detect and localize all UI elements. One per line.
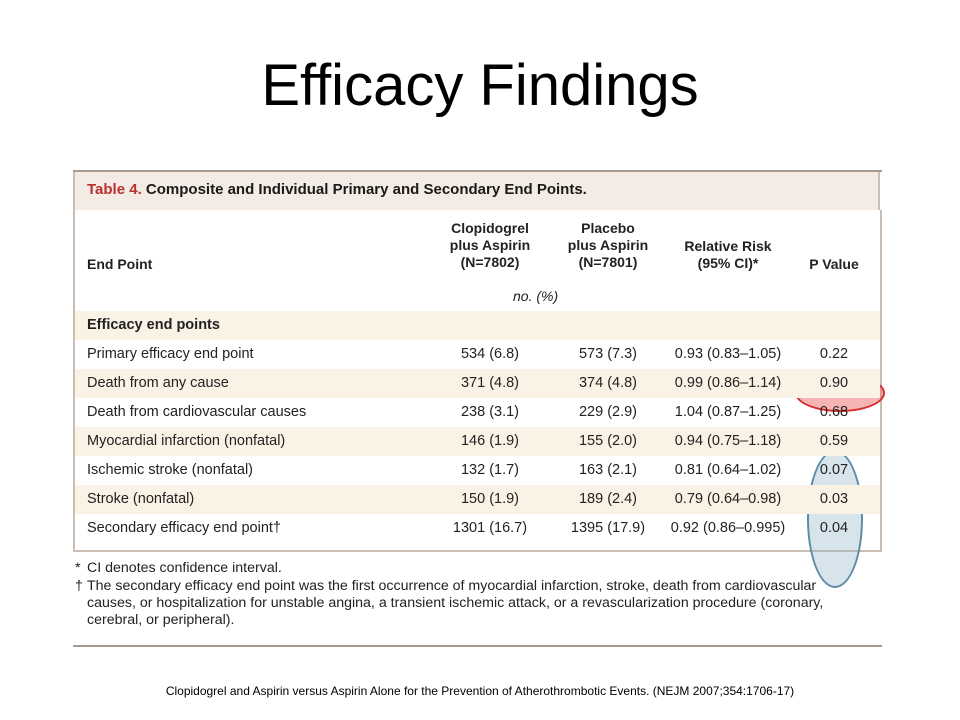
cell-relative-risk: 0.99 (0.86–1.14) (674, 375, 782, 391)
cell-relative-risk: 0.93 (0.83–1.05) (674, 346, 782, 362)
cell-relative-risk: 0.79 (0.64–0.98) (674, 491, 782, 507)
cell-clopidogrel: 371 (4.8) (460, 375, 520, 391)
cell-relative-risk: 0.94 (0.75–1.18) (674, 433, 782, 449)
cell-placebo: 374 (4.8) (578, 375, 638, 391)
footnote-star-text: CI denotes confidence interval. (87, 560, 282, 576)
table-footnotes: * CI denotes confidence interval. † The se… (73, 554, 882, 644)
header-placebo-line3: (N=7801) (578, 254, 638, 270)
footnote-dagger-line2: causes, or hospitalization for unstable … (87, 595, 824, 611)
table-row: Death from any cause 371 (4.8) 374 (4.8)… (75, 369, 880, 398)
footnote-dagger-mark: † (75, 578, 83, 594)
header-end-point: End Point (87, 256, 153, 272)
cell-clopidogrel: 146 (1.9) (460, 433, 520, 449)
cell-relative-risk: 0.92 (0.86–0.995) (670, 520, 786, 536)
table-row: Myocardial infarction (nonfatal) 146 (1.… (75, 427, 880, 456)
cell-end-point: Ischemic stroke (nonfatal) (87, 462, 254, 478)
table-caption-text: Composite and Individual Primary and Sec… (145, 181, 587, 198)
cell-placebo: 229 (2.9) (578, 404, 638, 420)
cell-end-point: Myocardial infarction (nonfatal) (87, 433, 286, 449)
cell-end-point: Secondary efficacy end point† (87, 520, 282, 536)
footnote-dagger: † The secondary efficacy end point was th… (75, 578, 816, 596)
header-p-value: P Value (809, 256, 859, 272)
cell-p-value: 0.22 (819, 346, 849, 362)
cell-clopidogrel: 1301 (16.7) (452, 520, 528, 536)
table-caption-label: Table 4. (87, 181, 142, 198)
cell-placebo: 155 (2.0) (578, 433, 638, 449)
cell-end-point: Primary efficacy end point (87, 346, 254, 362)
cell-p-value: 0.68 (819, 404, 849, 420)
header-placebo-line2: plus Aspirin (567, 237, 649, 253)
footnote-star: * CI denotes confidence interval. (75, 560, 282, 578)
cell-clopidogrel: 150 (1.9) (460, 491, 520, 507)
table-row: Ischemic stroke (nonfatal) 132 (1.7) 163… (75, 456, 880, 485)
cell-placebo: 189 (2.4) (578, 491, 638, 507)
table-bottom-rule (73, 645, 882, 647)
slide-citation: Clopidogrel and Aspirin versus Aspirin A… (165, 684, 795, 698)
footnote-star-mark: * (75, 560, 81, 576)
table-row: Stroke (nonfatal) 150 (1.9) 189 (2.4) 0.… (75, 485, 880, 514)
table-row: Secondary efficacy end point† 1301 (16.7… (75, 514, 880, 543)
header-clopidogrel-line2: plus Aspirin (449, 237, 531, 253)
cell-clopidogrel: 534 (6.8) (460, 346, 520, 362)
table-row: Primary efficacy end point 534 (6.8) 573… (75, 340, 880, 369)
header-clopidogrel: Clopidogrel plus Aspirin (N=7802) (431, 220, 549, 271)
header-relative-risk-line1: Relative Risk (684, 238, 772, 254)
cell-clopidogrel: 132 (1.7) (460, 462, 520, 478)
cell-placebo: 573 (7.3) (578, 346, 638, 362)
cell-p-value: 0.59 (819, 433, 849, 449)
cell-placebo: 163 (2.1) (578, 462, 638, 478)
cell-p-value: 0.04 (819, 520, 849, 536)
footnote-dagger-line1: The secondary efficacy end point was the… (87, 578, 817, 594)
header-clopidogrel-line3: (N=7802) (460, 254, 520, 270)
header-placebo-line1: Placebo (581, 220, 635, 236)
table-row: Death from cardiovascular causes 238 (3.… (75, 398, 880, 427)
table-body: End Point Clopidogrel plus Aspirin (N=78… (73, 210, 885, 588)
slide-title: Efficacy Findings (261, 53, 699, 118)
cell-p-value: 0.90 (819, 375, 849, 391)
header-clopidogrel-line1: Clopidogrel (451, 220, 529, 236)
cell-end-point: Death from any cause (87, 375, 229, 391)
section-row: Efficacy end points (75, 311, 880, 340)
cell-p-value: 0.07 (819, 462, 849, 478)
cell-relative-risk: 0.81 (0.64–1.02) (674, 462, 782, 478)
cell-placebo: 1395 (17.9) (570, 520, 646, 536)
header-placebo: Placebo plus Aspirin (N=7801) (549, 220, 667, 271)
section-label: Efficacy end points (87, 317, 220, 333)
cell-end-point: Stroke (nonfatal) (87, 491, 195, 507)
header-relative-risk-line2: (95% CI)* (697, 255, 759, 271)
footnote-dagger-line3: cerebral, or peripheral). (87, 612, 235, 628)
units-label: no. (%) (513, 288, 559, 304)
cell-clopidogrel: 238 (3.1) (460, 404, 520, 420)
cell-end-point: Death from cardiovascular causes (87, 404, 307, 420)
cell-p-value: 0.03 (819, 491, 849, 507)
table-caption: Table 4. Composite and Individual Primar… (73, 172, 880, 210)
highlight-oval-blue (807, 450, 863, 588)
results-table: Table 4. Composite and Individual Primar… (73, 170, 885, 647)
header-relative-risk: Relative Risk (95% CI)* (665, 238, 791, 272)
cell-relative-risk: 1.04 (0.87–1.25) (674, 404, 782, 420)
